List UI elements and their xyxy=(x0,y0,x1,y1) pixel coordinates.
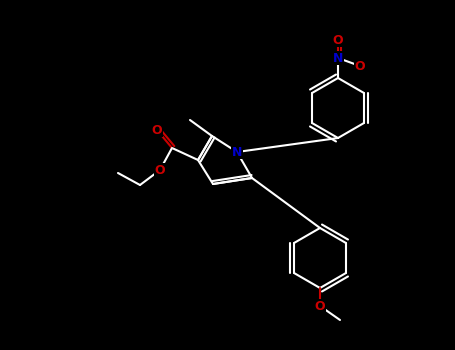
Text: O: O xyxy=(155,163,165,176)
Text: N: N xyxy=(333,51,343,64)
Text: O: O xyxy=(315,300,325,313)
Text: N: N xyxy=(232,146,242,159)
Text: O: O xyxy=(355,60,365,72)
Text: O: O xyxy=(333,34,344,47)
Text: O: O xyxy=(152,124,162,136)
